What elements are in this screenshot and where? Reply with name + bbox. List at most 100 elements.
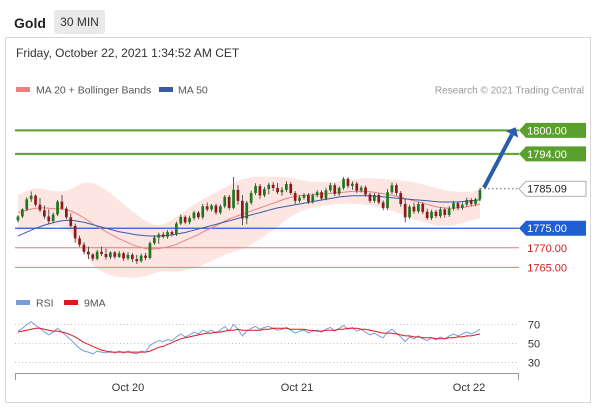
candle-body xyxy=(65,208,68,218)
candle-body xyxy=(439,209,442,217)
chart-panel xyxy=(5,37,591,403)
candle-body xyxy=(161,234,165,237)
candle-body xyxy=(47,216,51,222)
candle-body xyxy=(69,217,73,226)
rsi-legend-swatch xyxy=(16,300,30,305)
x-tick-label: Oct 21 xyxy=(281,382,313,394)
candle-body xyxy=(126,254,130,259)
candle-body xyxy=(29,195,33,200)
chart-header: Gold 30 MIN xyxy=(0,0,594,44)
price-level-tag xyxy=(518,180,587,197)
forecast-arrow-layer xyxy=(482,127,519,189)
moving-average-layer xyxy=(17,190,481,250)
candle-body xyxy=(329,185,332,191)
candle-body xyxy=(302,195,306,198)
candle-body xyxy=(43,210,46,217)
candle-body xyxy=(324,190,328,199)
forecast-arrow-shaft xyxy=(482,133,514,189)
candle-body xyxy=(289,184,293,193)
rsi-legend-label: RSI xyxy=(36,298,54,310)
candle-body xyxy=(122,253,125,259)
candle-body xyxy=(346,178,350,186)
candle-body xyxy=(285,184,288,190)
ma50-legend-swatch xyxy=(159,87,173,92)
candle-body xyxy=(245,202,249,219)
candle-body xyxy=(131,254,134,260)
candle-body xyxy=(293,193,297,201)
rsi-grid: 70 50 30 xyxy=(15,320,540,370)
level-labels-layer: 1800.00 1794.00 1785.09 1775.00 1770.00 1765.… xyxy=(518,122,587,274)
candle-body xyxy=(144,255,147,258)
candle-body xyxy=(359,187,363,191)
rsi-tick-label: 30 xyxy=(528,358,540,370)
candle-body xyxy=(390,185,394,193)
ma50-legend-label: MA 50 xyxy=(178,85,208,97)
rsi-ma-legend-label: 9MA xyxy=(84,298,106,310)
candle-body xyxy=(408,206,411,218)
price-level-tag xyxy=(519,122,586,138)
candle-body xyxy=(249,193,253,203)
copyright-text: Research © 2021 Trading Central xyxy=(435,86,584,97)
price-level-tag xyxy=(519,220,586,236)
candle-body xyxy=(113,252,117,257)
candle-body xyxy=(100,251,103,254)
rsi-ma-legend-swatch xyxy=(64,300,78,305)
candle-body xyxy=(280,189,284,193)
candle-body xyxy=(276,187,279,193)
candle-body xyxy=(465,200,469,205)
candle-body xyxy=(82,244,86,252)
price-level-label: 1794.00 xyxy=(527,149,567,161)
candle-body xyxy=(478,189,482,200)
forecast-arrow-head xyxy=(505,127,519,138)
candle-body xyxy=(395,185,398,193)
candle-body xyxy=(87,251,90,255)
candle-body xyxy=(377,195,381,203)
candle-body xyxy=(430,211,433,219)
candle-body xyxy=(311,195,315,202)
candle-body xyxy=(412,206,416,212)
candle-body xyxy=(258,186,262,196)
ma20-legend-label: MA 20 + Bollinger Bands xyxy=(36,85,151,97)
candle-body xyxy=(351,183,354,186)
price-level-label: 1775.00 xyxy=(527,223,567,235)
candle-body xyxy=(227,196,231,208)
bollinger-band-layer xyxy=(18,176,480,278)
ma20-legend-swatch xyxy=(16,87,30,92)
candle-body xyxy=(263,189,266,196)
x-tick-label: Oct 20 xyxy=(112,382,144,394)
candle-body xyxy=(421,204,425,212)
candle-body xyxy=(16,216,20,221)
candle-body xyxy=(267,184,271,190)
candle-body xyxy=(241,200,244,219)
rsi-ma-line xyxy=(17,327,481,353)
candle-body xyxy=(197,212,200,218)
candle-body xyxy=(192,212,196,219)
price-level-label: 1770.00 xyxy=(527,243,567,255)
candle-body xyxy=(179,216,183,224)
x-tick-label: Oct 22 xyxy=(453,382,485,394)
candle-body xyxy=(355,183,359,191)
candle-body xyxy=(91,254,95,259)
candle-body xyxy=(117,253,121,257)
candle-body xyxy=(188,218,191,223)
price-level-label: 1800.00 xyxy=(527,125,567,137)
timeframe-button[interactable]: 30 MIN xyxy=(54,10,105,34)
candle-body xyxy=(214,205,218,213)
candle-body xyxy=(434,211,438,217)
candle-body xyxy=(219,206,222,213)
candle-body xyxy=(95,251,99,259)
candle-body xyxy=(364,187,367,195)
candle-body xyxy=(254,186,257,193)
rsi-tick-label: 50 xyxy=(528,339,540,351)
symbol-title: Gold xyxy=(14,15,46,31)
candle-body xyxy=(307,195,310,202)
candle-body xyxy=(461,204,464,208)
candle-body xyxy=(236,189,240,201)
candle-body xyxy=(153,237,156,244)
candle-body xyxy=(21,209,24,217)
candle-body xyxy=(210,205,213,210)
candle-body xyxy=(170,232,174,235)
candle-body xyxy=(417,204,420,212)
price-level-label: 1765.00 xyxy=(527,262,567,274)
rsi-lines xyxy=(17,320,481,355)
